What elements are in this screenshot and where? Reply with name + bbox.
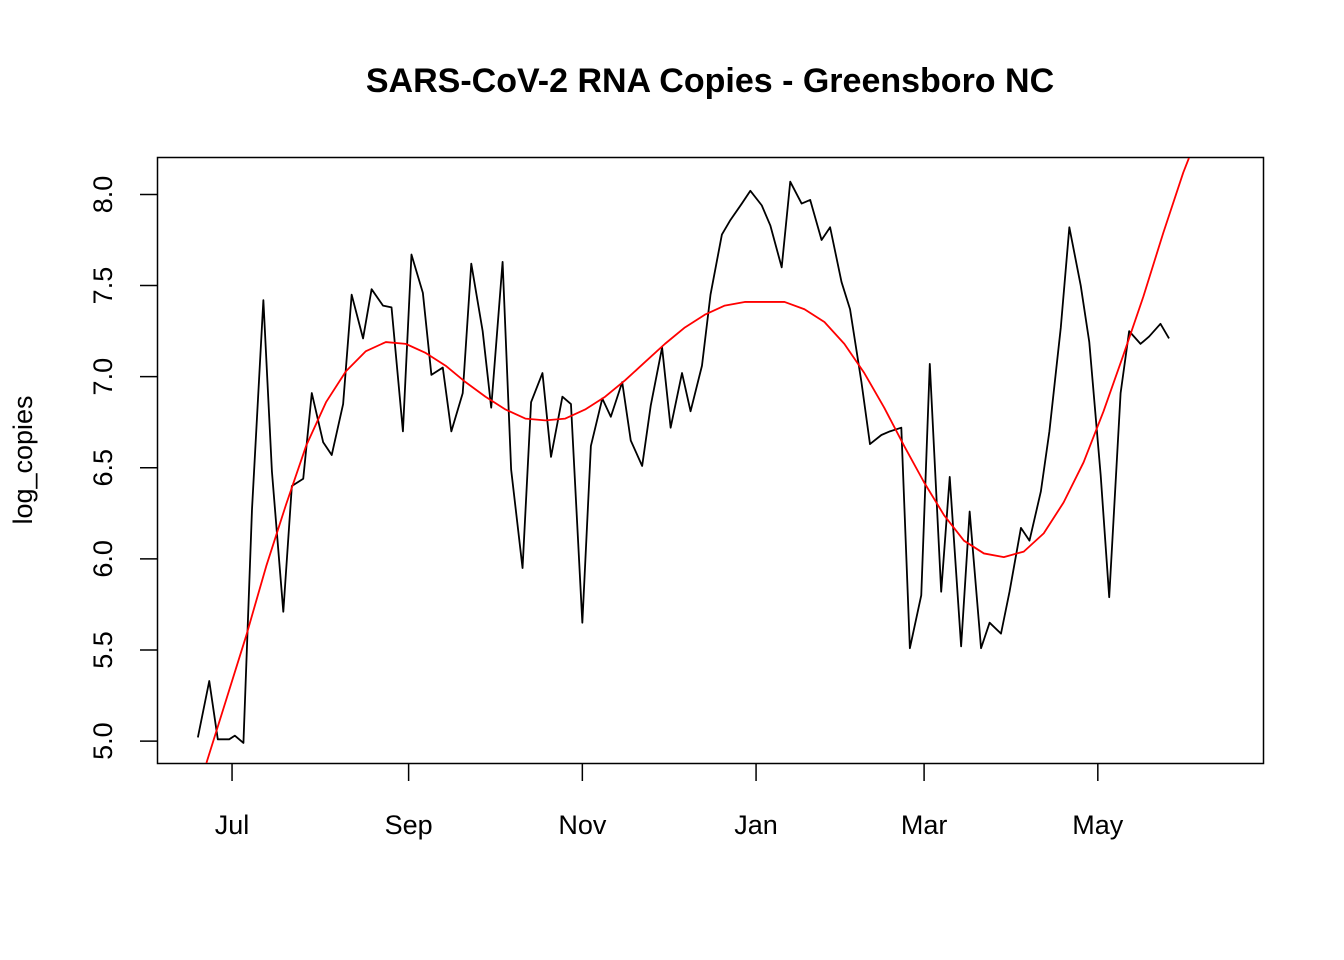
x-axis: Jul Sep Nov Jan Mar May (215, 763, 1124, 840)
x-tick-label: Jul (215, 810, 250, 840)
x-tick-label: Nov (558, 810, 607, 840)
x-tick-label: Mar (901, 810, 948, 840)
series-layer (196, 158, 1190, 763)
chart-title: SARS-CoV-2 RNA Copies - Greensboro NC (366, 62, 1054, 100)
plot-frame (156, 156, 1265, 765)
y-tick-label: 8.0 (88, 176, 118, 214)
y-tick-label: 6.5 (88, 449, 118, 487)
y-tick-label: 6.0 (88, 540, 118, 578)
fitted-curve-line (205, 158, 1190, 763)
y-tick-label: 7.5 (88, 267, 118, 305)
x-tick-label: Jan (734, 810, 778, 840)
y-axis-label: log_copies (8, 395, 38, 524)
y-tick-label: 5.0 (88, 722, 118, 760)
y-tick-label: 7.0 (88, 358, 118, 396)
x-tick-label: Sep (385, 810, 433, 840)
observed-series-line (196, 180, 1170, 744)
x-tick-label: May (1072, 810, 1124, 840)
y-axis: 5.0 5.5 6.0 6.5 7.0 7.5 8.0 (88, 176, 158, 760)
y-tick-label: 5.5 (88, 631, 118, 669)
